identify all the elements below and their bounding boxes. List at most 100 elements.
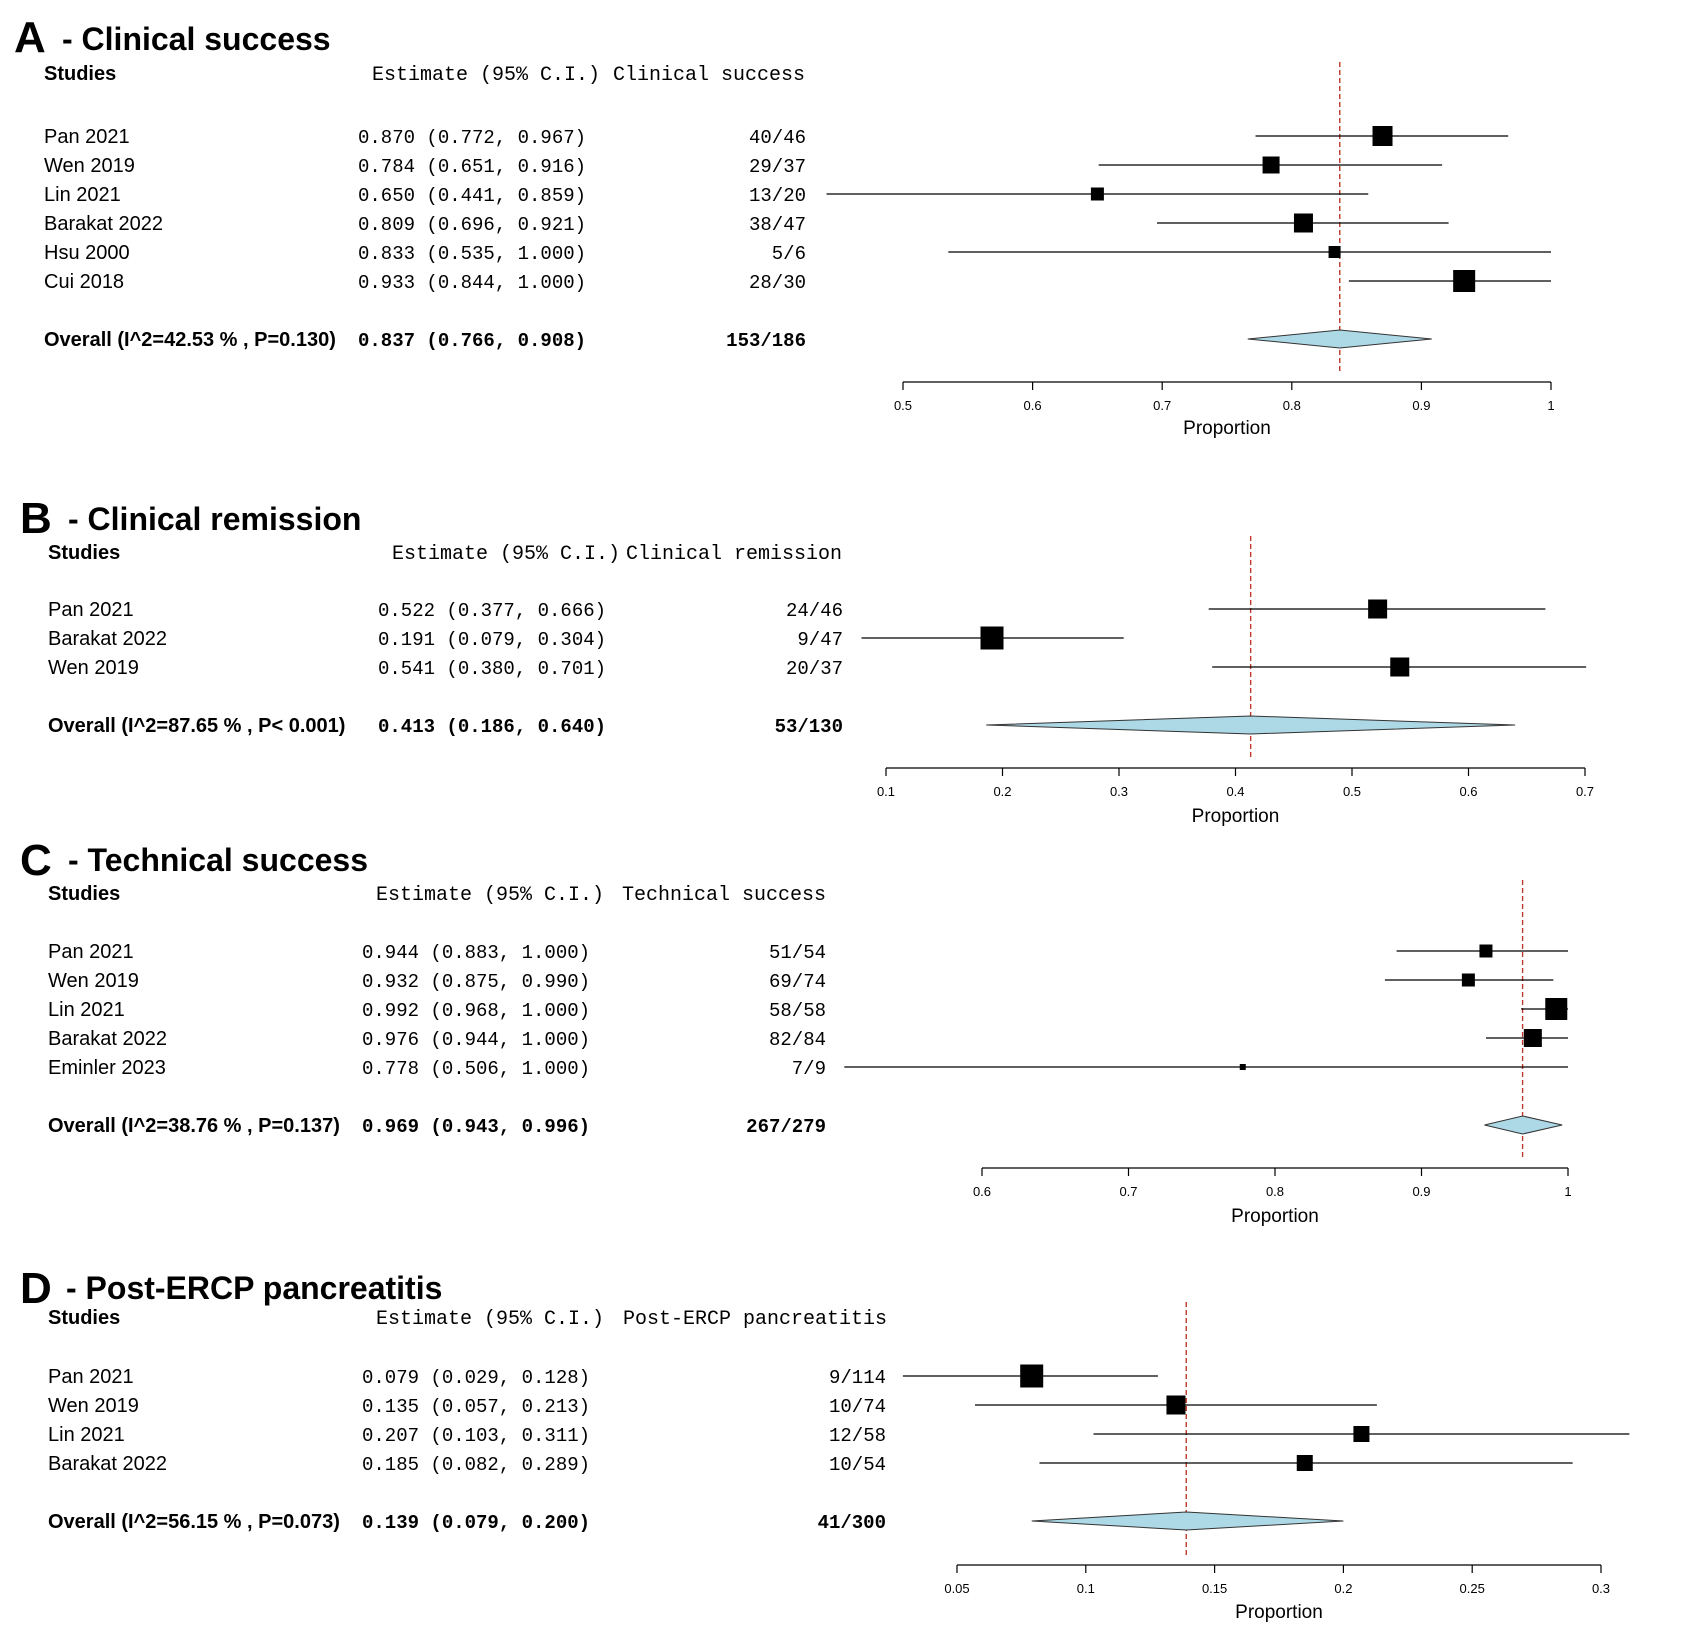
study-row: Barakat 2022 0.809 (0.696, 0.921) 38/47: [44, 213, 1449, 236]
study-name: Eminler 2023: [48, 1057, 166, 1079]
study-count: 20/37: [786, 658, 843, 680]
study-row: Hsu 2000 0.833 (0.535, 1.000) 5/6: [44, 242, 1551, 265]
study-estimate-ci: 0.207 (0.103, 0.311): [362, 1425, 590, 1447]
estimate-header: Estimate (95% C.I.): [372, 64, 600, 87]
forest-panel-a: A - Clinical success Studies Estimate (95% …: [14, 13, 1555, 439]
panel-title: - Clinical remission: [68, 501, 361, 537]
study-row: Wen 2019 0.541 (0.380, 0.701) 20/37: [48, 657, 1587, 680]
overall-label: Overall (I^2=87.65 % , P< 0.001): [48, 715, 345, 737]
overall-label: Overall (I^2=38.76 % , P=0.137): [48, 1115, 340, 1137]
studies-header: Studies: [48, 1307, 120, 1329]
point-estimate-square: [1368, 599, 1388, 619]
study-row: Cui 2018 0.933 (0.844, 1.000) 28/30: [44, 270, 1551, 294]
study-estimate-ci: 0.784 (0.651, 0.916): [358, 156, 586, 178]
x-tick-label: 0.6: [1024, 398, 1042, 413]
x-tick-label: 0.9: [1412, 1184, 1430, 1199]
study-row: Lin 2021 0.650 (0.441, 0.859) 13/20: [44, 184, 1369, 207]
study-count: 12/58: [829, 1425, 886, 1447]
x-tick-label: 0.9: [1412, 398, 1430, 413]
study-count: 29/37: [749, 156, 806, 178]
point-estimate-square: [1461, 973, 1475, 987]
point-estimate-square: [980, 626, 1004, 650]
overall-count: 53/130: [775, 716, 843, 738]
panel-title: - Technical success: [68, 842, 368, 878]
point-estimate-square: [1020, 1364, 1044, 1388]
forest-panel-b: B - Clinical remission Studies Estimate (95…: [20, 494, 1594, 827]
overall-estimate-ci: 0.969 (0.943, 0.996): [362, 1116, 590, 1138]
overall-estimate-ci: 0.837 (0.766, 0.908): [358, 330, 586, 352]
study-name: Wen 2019: [48, 657, 139, 679]
overall-row: Overall (I^2=56.15 % , P=0.073) 0.139 (0.…: [48, 1511, 1344, 1534]
study-row: Pan 2021 0.079 (0.029, 0.128) 9/114: [48, 1364, 1158, 1389]
study-name: Lin 2021: [44, 184, 121, 206]
study-count: 13/20: [749, 185, 806, 207]
x-tick-label: 0.6: [1459, 784, 1477, 799]
overall-diamond: [1484, 1115, 1563, 1135]
study-estimate-ci: 0.778 (0.506, 1.000): [362, 1058, 590, 1080]
count-header: Technical success: [622, 884, 826, 907]
x-tick-label: 0.05: [944, 1581, 969, 1596]
study-count: 5/6: [772, 243, 806, 265]
x-tick-label: 0.25: [1460, 1581, 1485, 1596]
overall-diamond: [1247, 329, 1432, 349]
x-axis-title: Proportion: [1231, 1206, 1319, 1227]
study-estimate-ci: 0.809 (0.696, 0.921): [358, 214, 586, 236]
point-estimate-square: [1390, 657, 1410, 677]
point-estimate-square: [1479, 944, 1493, 958]
study-name: Pan 2021: [48, 941, 134, 963]
study-estimate-ci: 0.135 (0.057, 0.213): [362, 1396, 590, 1418]
x-tick-label: 0.5: [894, 398, 912, 413]
point-estimate-square: [1353, 1426, 1370, 1442]
study-estimate-ci: 0.191 (0.079, 0.304): [378, 629, 606, 651]
count-header: Clinical success: [613, 64, 805, 87]
studies-header: Studies: [48, 542, 120, 564]
overall-diamond: [986, 715, 1516, 735]
study-count: 58/58: [769, 1000, 826, 1022]
x-tick-label: 0.15: [1202, 1581, 1227, 1596]
overall-diamond: [1031, 1511, 1344, 1531]
x-axis-title: Proportion: [1192, 806, 1280, 827]
x-tick-label: 0.6: [973, 1184, 991, 1199]
panel-title: - Post-ERCP pancreatitis: [66, 1270, 442, 1306]
study-name: Barakat 2022: [48, 1028, 167, 1050]
point-estimate-square: [1262, 156, 1280, 174]
study-name: Barakat 2022: [48, 1453, 167, 1475]
panel-title: - Clinical success: [62, 21, 331, 57]
study-row: Barakat 2022 0.191 (0.079, 0.304) 9/47: [48, 626, 1124, 651]
study-count: 9/114: [829, 1367, 886, 1389]
estimate-header: Estimate (95% C.I.): [376, 884, 604, 907]
study-count: 38/47: [749, 214, 806, 236]
study-name: Wen 2019: [48, 1395, 139, 1417]
study-row: Eminler 2023 0.778 (0.506, 1.000) 7/9: [48, 1057, 1568, 1080]
study-count: 9/47: [797, 629, 843, 651]
overall-count: 41/300: [818, 1512, 886, 1534]
study-estimate-ci: 0.992 (0.968, 1.000): [362, 1000, 590, 1022]
x-axis-title: Proportion: [1235, 1602, 1323, 1623]
panel-letter: D: [20, 1264, 52, 1313]
overall-count: 267/279: [746, 1116, 826, 1138]
point-estimate-square: [1372, 126, 1393, 146]
study-name: Barakat 2022: [44, 213, 163, 235]
study-estimate-ci: 0.944 (0.883, 1.000): [362, 942, 590, 964]
study-row: Pan 2021 0.944 (0.883, 1.000) 51/54: [48, 941, 1568, 964]
study-row: Lin 2021 0.207 (0.103, 0.311) 12/58: [48, 1424, 1630, 1447]
x-axis: 0.6 0.7 0.8 0.9 1 Proportion: [973, 1167, 1572, 1227]
study-name: Hsu 2000: [44, 242, 130, 264]
x-axis: 0.5 0.6 0.7 0.8 0.9 1 Proportion: [894, 381, 1555, 439]
x-tick-label: 0.3: [1592, 1581, 1610, 1596]
x-axis: 0.1 0.2 0.3 0.4 0.5 0.6 0.7 Proportion: [877, 767, 1594, 827]
point-estimate-square: [1453, 270, 1476, 292]
study-count: 69/74: [769, 971, 826, 993]
study-estimate-ci: 0.932 (0.875, 0.990): [362, 971, 590, 993]
x-tick-label: 1: [1564, 1184, 1571, 1199]
point-estimate-square: [1545, 998, 1568, 1020]
overall-row: Overall (I^2=42.53 % , P=0.130) 0.837 (0.…: [44, 329, 1432, 352]
study-estimate-ci: 0.185 (0.082, 0.289): [362, 1454, 590, 1476]
study-row: Wen 2019 0.784 (0.651, 0.916) 29/37: [44, 155, 1443, 178]
overall-row: Overall (I^2=38.76 % , P=0.137) 0.969 (0.…: [48, 1115, 1563, 1138]
study-count: 28/30: [749, 272, 806, 294]
study-estimate-ci: 0.522 (0.377, 0.666): [378, 600, 606, 622]
study-count: 82/84: [769, 1029, 826, 1051]
overall-label: Overall (I^2=56.15 % , P=0.073): [48, 1511, 340, 1533]
panel-letter: B: [20, 494, 52, 543]
